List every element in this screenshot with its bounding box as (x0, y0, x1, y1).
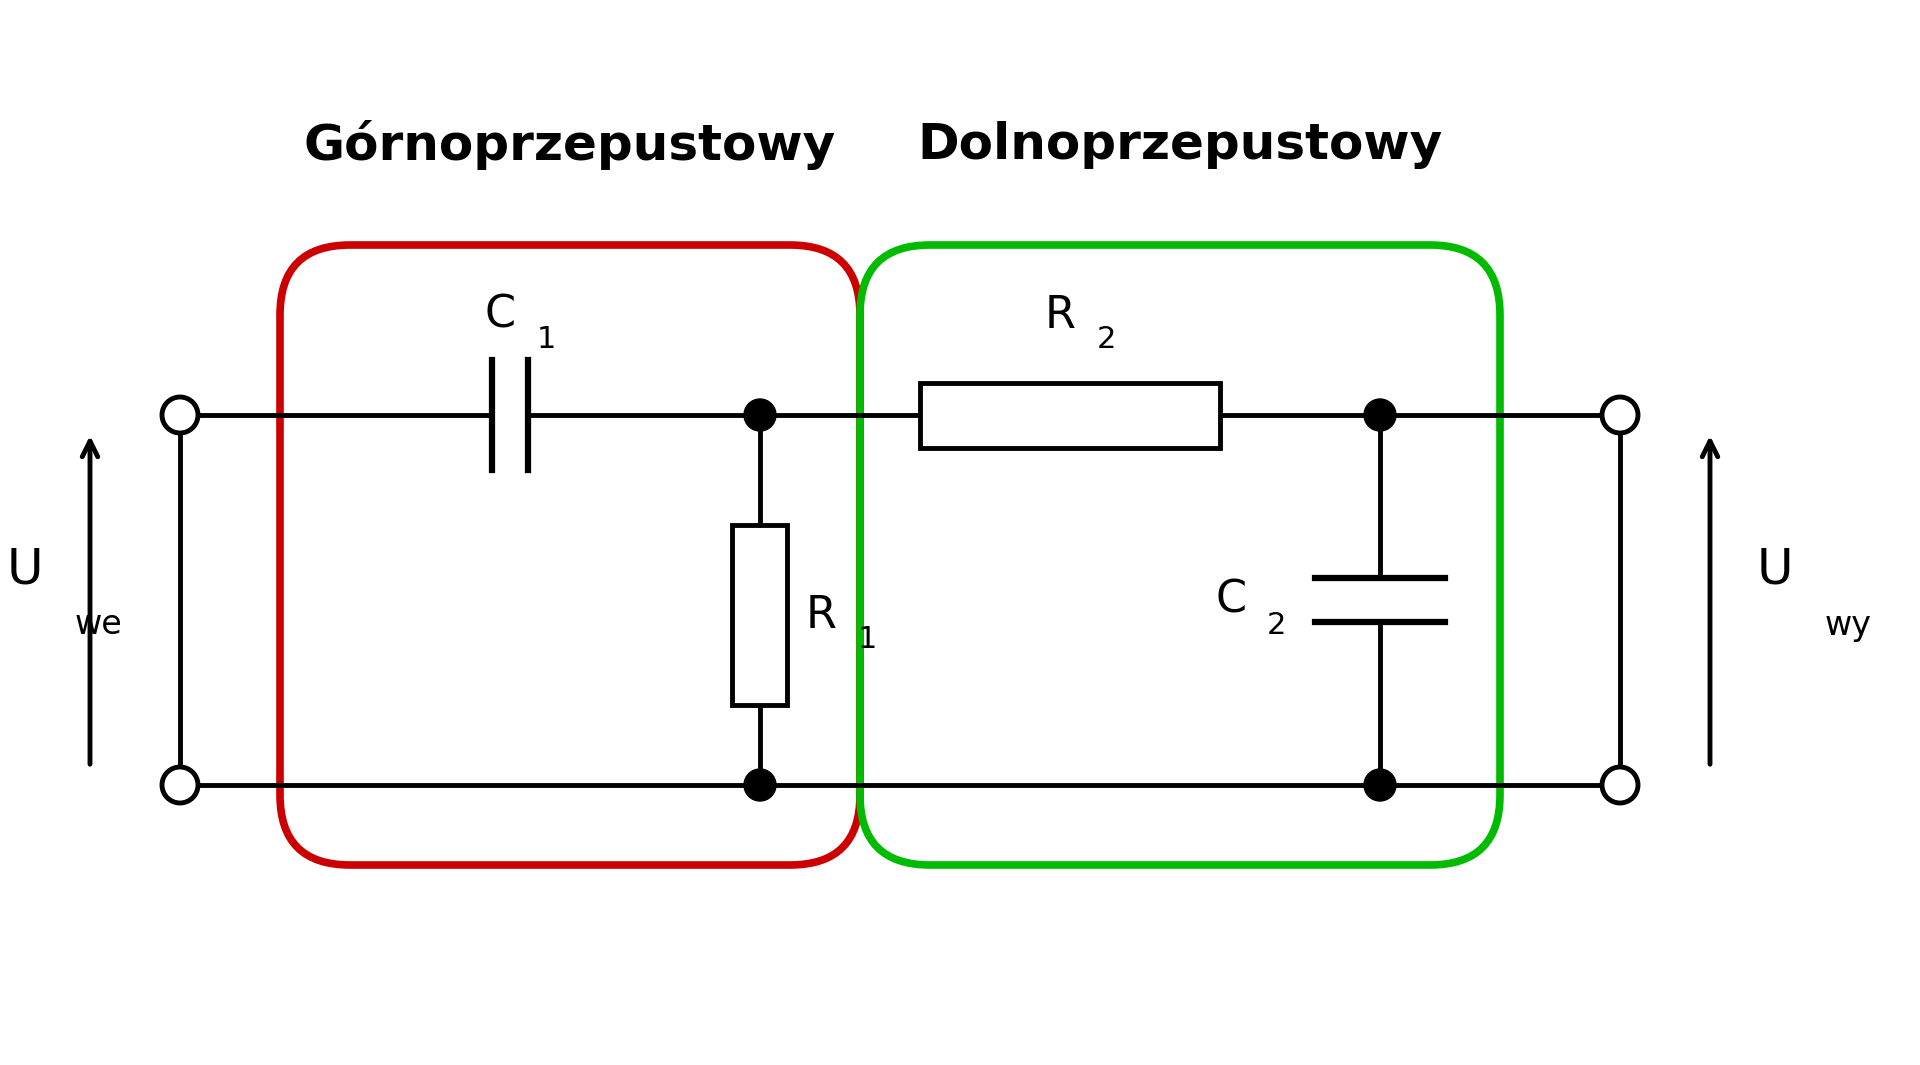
Text: C: C (1215, 578, 1246, 622)
Text: R: R (1044, 294, 1075, 337)
Text: we: we (75, 608, 123, 641)
Circle shape (161, 767, 198, 803)
Text: 2: 2 (1267, 610, 1286, 639)
Text: R: R (806, 593, 837, 637)
Text: 2: 2 (1096, 326, 1116, 355)
Circle shape (1363, 769, 1396, 801)
Text: U: U (6, 546, 44, 594)
Text: wy: wy (1826, 608, 1872, 641)
Circle shape (161, 397, 198, 433)
Circle shape (1363, 399, 1396, 431)
Circle shape (745, 769, 776, 801)
Text: 1: 1 (858, 625, 877, 655)
Text: Górnoprzepustowy: Górnoprzepustowy (303, 120, 835, 170)
Text: 1: 1 (538, 326, 557, 355)
Circle shape (745, 399, 776, 431)
Text: Dolnoprzepustowy: Dolnoprzepustowy (918, 121, 1442, 169)
Text: C: C (486, 294, 516, 337)
Circle shape (1601, 767, 1638, 803)
Bar (920, 382, 1219, 447)
Text: U: U (1757, 546, 1793, 594)
Bar (733, 525, 787, 705)
Circle shape (1601, 397, 1638, 433)
